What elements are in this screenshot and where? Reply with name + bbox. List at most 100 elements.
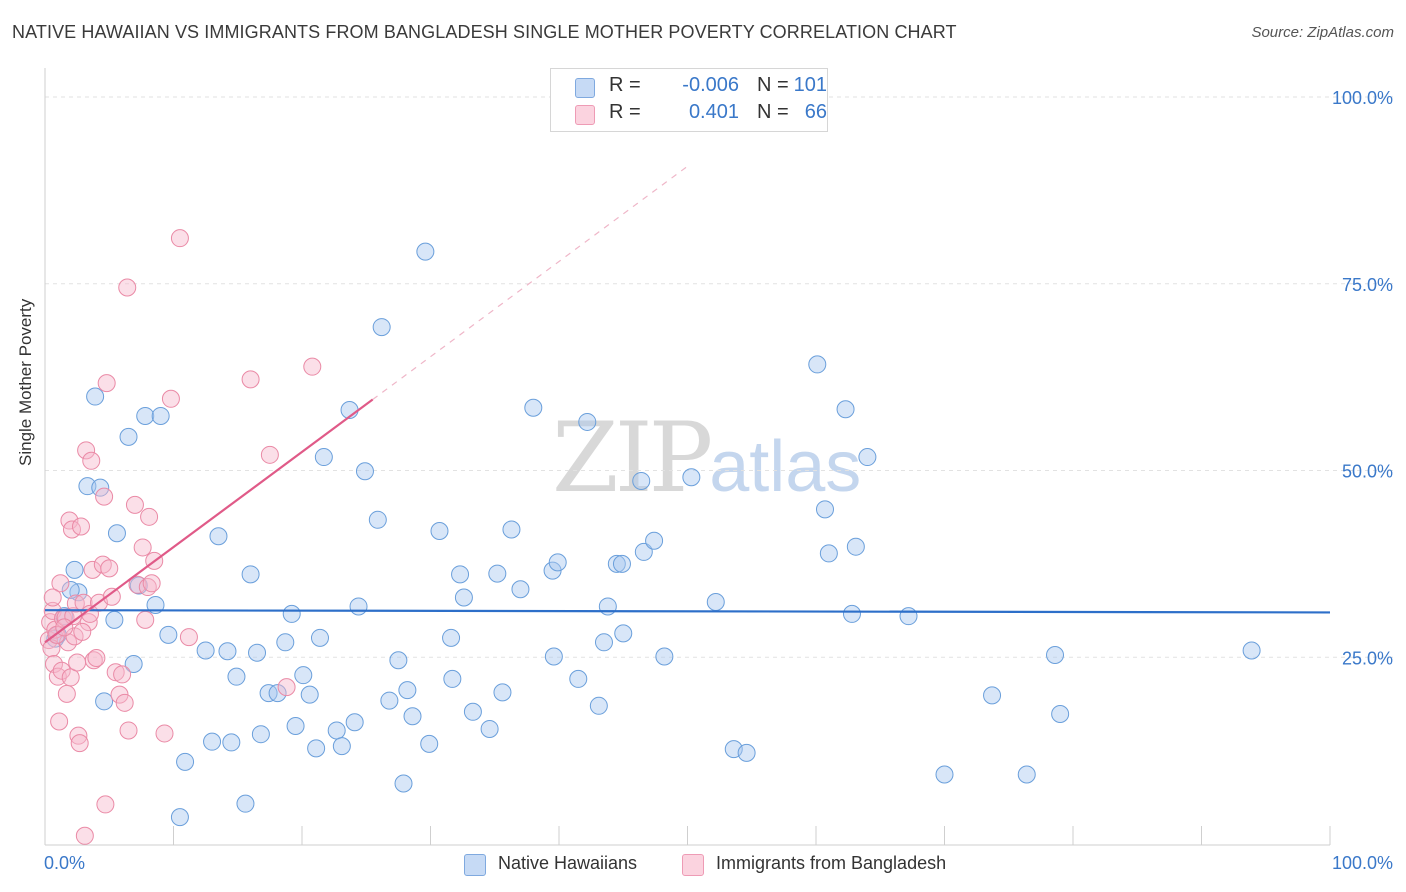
point-native-hawaiian [389, 651, 408, 670]
point-native-hawaiian [569, 669, 588, 688]
chart-title: NATIVE HAWAIIAN VS IMMIGRANTS FROM BANGL… [12, 22, 957, 42]
point-bangladesh [84, 651, 103, 670]
point-bangladesh [51, 574, 70, 593]
point-native-hawaiian [372, 318, 391, 337]
point-native-hawaiian [146, 595, 165, 614]
point-native-hawaiian [196, 641, 215, 660]
point-native-hawaiian [815, 500, 834, 519]
x-tick-label-min: 0.0% [44, 853, 85, 873]
y-tick-label: 50.0% [1342, 462, 1393, 482]
point-native-hawaiian [420, 734, 439, 753]
point-bangladesh [125, 495, 144, 514]
point-native-hawaiian [241, 565, 260, 584]
point-native-hawaiian [345, 713, 364, 732]
point-native-hawaiian [983, 686, 1002, 705]
point-native-hawaiian [598, 597, 617, 616]
point-native-hawaiian [544, 647, 563, 666]
trend-line-bangladesh [44, 398, 374, 644]
legend-swatch-blue [464, 854, 486, 876]
point-bangladesh [241, 370, 260, 389]
point-bangladesh [87, 648, 106, 667]
point-bangladesh [70, 734, 89, 753]
point-native-hawaiian [899, 607, 918, 626]
point-native-hawaiian [706, 592, 725, 611]
point-bangladesh [142, 574, 161, 593]
point-native-hawaiian [310, 628, 329, 647]
legend-label: Native Hawaiians [498, 853, 638, 873]
point-bangladesh [68, 653, 87, 672]
point-bangladesh [303, 357, 322, 376]
point-native-hawaiian [227, 667, 246, 686]
point-native-hawaiian [493, 683, 512, 702]
point-native-hawaiian [124, 654, 143, 673]
point-native-hawaiian [209, 527, 228, 546]
point-native-hawaiian [858, 448, 877, 467]
point-bangladesh [71, 517, 90, 536]
point-bangladesh [100, 559, 119, 578]
point-native-hawaiian [136, 406, 155, 425]
point-bangladesh [77, 441, 96, 460]
point-bangladesh [82, 451, 101, 470]
point-native-hawaiian [95, 692, 114, 711]
point-bangladesh [260, 445, 279, 464]
point-native-hawaiian [86, 387, 105, 406]
point-bangladesh [66, 594, 85, 613]
point-native-hawaiian [655, 647, 674, 666]
y-tick-label: 100.0% [1332, 88, 1393, 108]
point-bangladesh [179, 628, 198, 647]
point-native-hawaiian [614, 624, 633, 643]
point-native-hawaiian [524, 398, 543, 417]
point-native-hawaiian [578, 412, 597, 431]
point-bangladesh [61, 668, 80, 687]
point-native-hawaiian [1242, 641, 1261, 660]
n-value: 66 [804, 101, 827, 123]
point-native-hawaiian [612, 554, 631, 573]
tick-labels: 100.0% 75.0% 50.0% 25.0% 0.0% 100.0% [44, 88, 1393, 873]
point-native-hawaiian [78, 477, 97, 496]
watermark: ZIPatlas [552, 402, 861, 514]
point-bangladesh [102, 587, 121, 606]
n-label: N = [757, 74, 789, 96]
point-native-hawaiian [846, 537, 865, 556]
point-bangladesh [170, 229, 189, 248]
point-native-hawaiian [203, 732, 222, 751]
y-tick-label: 25.0% [1342, 648, 1393, 668]
point-native-hawaiian [488, 564, 507, 583]
point-native-hawaiian [307, 739, 326, 758]
point-bangladesh [69, 726, 88, 745]
point-native-hawaiian [1046, 646, 1065, 665]
r-label: R = [609, 101, 641, 123]
point-bangladesh [119, 721, 138, 740]
legend-swatch-pink [575, 105, 595, 125]
point-bangladesh [52, 661, 71, 680]
point-native-hawaiian [1051, 705, 1070, 724]
point-native-hawaiian [819, 544, 838, 563]
trend-line-native-hawaiians [44, 609, 1331, 614]
r-value: 0.401 [688, 101, 739, 123]
x-tick-label-max: 100.0% [1332, 853, 1393, 873]
point-bangladesh [133, 538, 152, 557]
point-native-hawaiian [218, 642, 237, 661]
point-native-hawaiian [443, 669, 462, 688]
point-native-hawaiian [548, 553, 567, 572]
point-native-hawaiian [1017, 765, 1036, 784]
r-value: -0.006 [682, 74, 739, 96]
series-bangladesh [39, 229, 322, 845]
point-bangladesh [75, 826, 94, 845]
point-bangladesh [155, 724, 174, 743]
point-native-hawaiian [451, 565, 470, 584]
r-label: R = [609, 74, 641, 96]
point-native-hawaiian [282, 604, 301, 623]
point-native-hawaiian [327, 721, 346, 740]
point-native-hawaiian [107, 524, 126, 543]
trend-lines [44, 165, 1331, 644]
point-native-hawaiian [61, 581, 80, 600]
point-native-hawaiian [368, 510, 387, 529]
point-native-hawaiian [349, 597, 368, 616]
point-native-hawaiian [222, 733, 241, 752]
point-native-hawaiian [294, 666, 313, 685]
point-bangladesh [113, 665, 132, 684]
legend-swatch-pink [682, 854, 704, 876]
point-bangladesh [97, 374, 116, 393]
point-bangladesh [96, 795, 115, 814]
